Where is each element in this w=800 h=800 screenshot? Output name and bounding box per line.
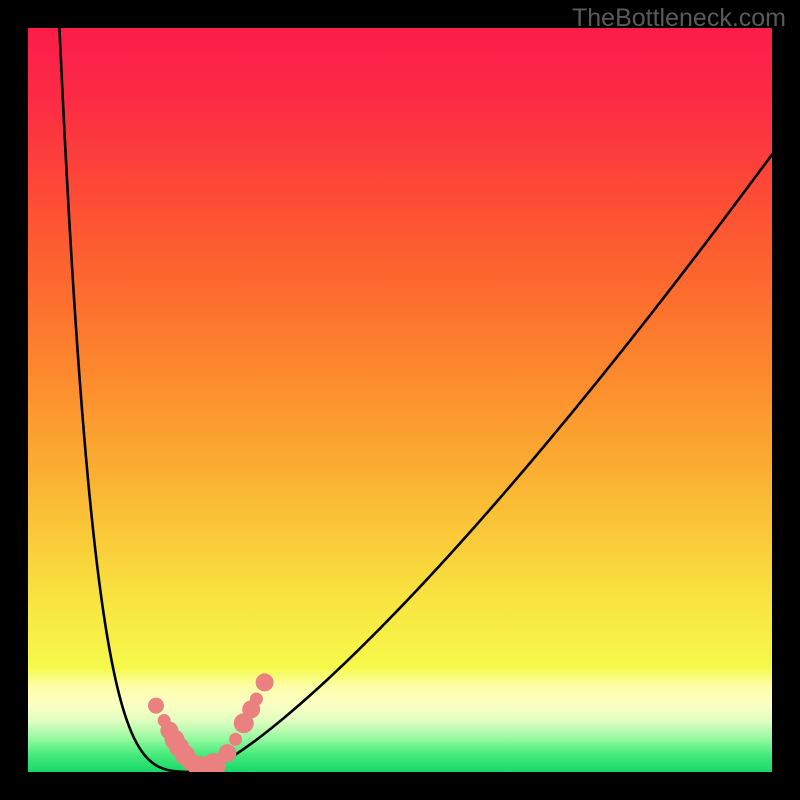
gradient-background	[28, 28, 772, 772]
chart-root: TheBottleneck.com	[0, 0, 800, 800]
data-marker	[256, 673, 274, 691]
data-marker	[250, 693, 263, 706]
data-marker	[148, 698, 164, 714]
chart-svg	[0, 0, 800, 800]
data-marker	[218, 744, 236, 762]
data-marker	[229, 733, 242, 746]
watermark-text: TheBottleneck.com	[572, 4, 786, 33]
